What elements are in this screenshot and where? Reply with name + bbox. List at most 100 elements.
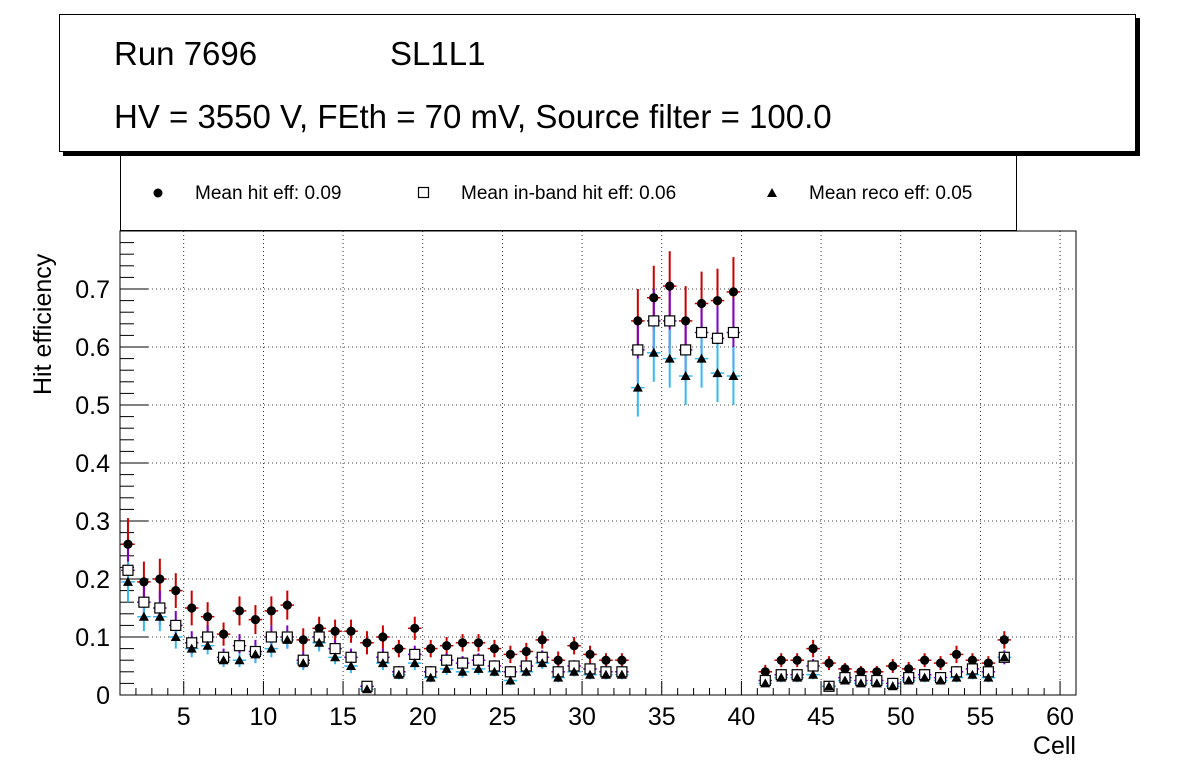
legend-marker-reco xyxy=(767,188,777,197)
data-point-reco xyxy=(377,658,388,668)
data-point-reco xyxy=(887,681,898,691)
x-tick-label: 20 xyxy=(409,703,437,731)
x-axis-title: Cell xyxy=(1033,732,1076,760)
data-point-reco xyxy=(553,672,564,682)
data-point-hit xyxy=(171,586,181,596)
data-point-reco xyxy=(361,684,372,694)
data-point-inband xyxy=(409,648,421,661)
data-point-hit xyxy=(537,635,547,645)
data-point-reco xyxy=(616,669,627,679)
data-point-hit xyxy=(681,316,691,326)
data-point-hit xyxy=(776,655,786,665)
conditions-label: HV = 3550 V, FEth = 70 mV, Source filter… xyxy=(114,98,832,135)
x-tick-label: 50 xyxy=(887,703,915,731)
data-point-hit xyxy=(346,626,356,636)
data-point-reco xyxy=(824,681,835,691)
data-point-reco xyxy=(314,637,325,647)
data-point-reco xyxy=(664,353,675,363)
data-point-hit xyxy=(856,667,866,677)
x-tick-label: 5 xyxy=(177,703,191,731)
data-point-inband xyxy=(122,564,134,576)
data-point-hit xyxy=(298,635,308,645)
data-point-reco xyxy=(871,678,882,688)
data-point-reco xyxy=(457,666,468,676)
data-point-inband xyxy=(456,657,469,669)
data-point-hit xyxy=(665,281,675,291)
data-point-reco xyxy=(122,576,133,586)
data-point-hit xyxy=(808,644,818,654)
data-point-reco xyxy=(728,371,739,380)
axis-ticks: 5 10 15 20 25 30 35 40 45 50 55 60 0 0.1 0.2 0.3 0.4 0.5 0… xyxy=(75,242,1077,731)
x-tick-label: 15 xyxy=(329,703,357,731)
data-point-inband xyxy=(154,602,166,614)
data-point-inband xyxy=(202,631,214,643)
data-point-reco xyxy=(537,658,548,668)
data-point-hit xyxy=(888,661,898,671)
data-point-reco xyxy=(983,672,994,682)
data-point-hit xyxy=(203,612,213,622)
data-point-hit xyxy=(712,296,723,306)
data-point-hit xyxy=(139,577,149,587)
data-point-reco xyxy=(425,672,436,682)
data-point-reco xyxy=(234,655,245,665)
data-point-reco xyxy=(409,658,420,668)
data-point-hit xyxy=(473,638,484,648)
data-point-reco xyxy=(585,669,596,679)
data-point-inband xyxy=(727,326,740,339)
data-point-reco xyxy=(648,347,659,357)
run-label: Run 7696 xyxy=(114,35,258,72)
data-point-reco xyxy=(282,634,293,644)
data-point-inband xyxy=(695,326,708,339)
data-point-reco xyxy=(489,666,500,676)
data-point-reco xyxy=(792,672,803,682)
data-point-reco xyxy=(839,675,850,685)
data-point-hit xyxy=(410,623,420,633)
y-tick-label: 0.7 xyxy=(75,276,110,304)
data-point-reco xyxy=(266,643,277,653)
legend: Mean hit eff: 0.09 Mean in-band hit eff:… xyxy=(120,156,1017,231)
y-tick-label: 0.4 xyxy=(75,450,110,478)
data-point-inband xyxy=(504,666,516,678)
x-tick-label: 25 xyxy=(488,703,516,731)
data-point-hit xyxy=(824,658,834,668)
y-tick-label: 0.3 xyxy=(75,508,110,536)
y-tick-label: 0.5 xyxy=(75,392,110,420)
data-point-reco xyxy=(760,678,771,688)
data-point-reco xyxy=(521,666,532,676)
data-point-reco xyxy=(154,611,165,621)
data-point-reco xyxy=(250,649,261,659)
x-tick-label: 35 xyxy=(648,703,676,731)
data-point-reco xyxy=(298,658,309,668)
data-point-hit xyxy=(935,658,946,668)
data-point-hit xyxy=(394,644,404,654)
data-point-hit xyxy=(872,667,882,677)
data-point-reco xyxy=(186,643,197,653)
data-point-hit xyxy=(505,649,515,660)
data-point-inband xyxy=(632,344,644,356)
data-point-hit xyxy=(426,644,436,654)
data-point-hit xyxy=(457,638,468,648)
y-tick-label: 0 xyxy=(96,682,110,710)
y-tick-label: 0.6 xyxy=(75,334,110,362)
data-point-reco xyxy=(473,663,484,673)
data-point-reco xyxy=(855,678,866,688)
data-point-reco xyxy=(202,640,213,650)
data-point-hit xyxy=(521,646,531,657)
grid-lines xyxy=(120,231,1076,695)
data-point-hit xyxy=(967,655,978,665)
data-point-hit xyxy=(330,626,340,636)
data-point-hit xyxy=(760,667,770,677)
data-point-hit xyxy=(904,664,914,674)
x-tick-label: 60 xyxy=(1046,703,1074,731)
data-point-hit xyxy=(920,655,930,665)
legend-marker-inband xyxy=(417,186,430,199)
data-point-inband xyxy=(711,332,724,344)
data-point-hit xyxy=(378,632,388,642)
data-point-hit xyxy=(633,316,643,326)
y-axis-title: Hit efficiency xyxy=(29,253,57,395)
data-point-hit xyxy=(649,293,659,303)
data-point-reco xyxy=(138,611,149,621)
data-point-inband xyxy=(170,619,182,632)
data-point-reco xyxy=(999,652,1010,662)
data-point-hit xyxy=(282,600,292,610)
